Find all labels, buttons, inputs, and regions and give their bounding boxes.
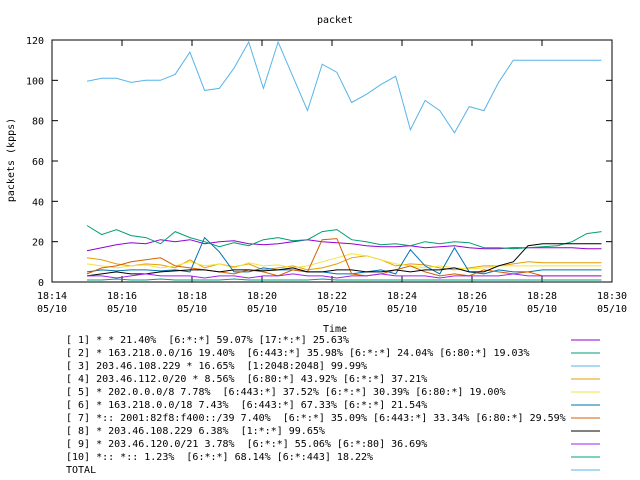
legend-label: [ 5] * 202.0.0.0/8 7.78% [6:443:*] 37.52… bbox=[66, 387, 506, 398]
chart-title: packet bbox=[317, 15, 353, 26]
x-tick-label-date: 05/10 bbox=[107, 304, 137, 315]
x-tick-label-date: 05/10 bbox=[317, 304, 347, 315]
legend-label: [ 3] 203.46.108.229 * 16.65% [1:2048:204… bbox=[66, 361, 367, 372]
legend-label: [ 8] * 203.46.108.229 6.38% [1:*:*] 99.6… bbox=[66, 426, 325, 437]
series-line-9 bbox=[87, 273, 602, 279]
x-tick-label-date: 05/10 bbox=[247, 304, 277, 315]
x-tick-label-date: 05/10 bbox=[387, 304, 417, 315]
legend-label: [ 9] * 203.46.120.0/21 3.78% [6:*:*] 55.… bbox=[66, 439, 427, 450]
axis-ticks: 0 20 40 60 80 100 120 18:14 05/10 18:16 05/10 18:18… bbox=[26, 36, 627, 315]
x-tick-label-date: 05/10 bbox=[597, 304, 627, 315]
legend-label: TOTAL bbox=[66, 465, 96, 476]
y-tick-label: 0 bbox=[38, 278, 44, 289]
series-line-3 bbox=[86, 40, 602, 134]
y-tick-label: 100 bbox=[26, 76, 44, 87]
x-tick-label-time: 18:24 bbox=[387, 291, 417, 302]
legend-label: [10] *:: *:: 1.23% [6:*:*] 68.14% [6:*:4… bbox=[66, 452, 373, 463]
x-tick-label-time: 18:20 bbox=[247, 291, 277, 302]
legend-label: [ 7] *:: 2001:82f8:f400::/39 7.40% [6:*:… bbox=[66, 413, 566, 424]
y-tick-label: 120 bbox=[26, 36, 44, 47]
legend: [ 1] * * 21.40% [6:*:*] 59.07% [17:*:*] … bbox=[66, 335, 600, 476]
series-line-10 bbox=[87, 278, 602, 281]
series-lines bbox=[86, 40, 602, 281]
y-tick-label: 40 bbox=[32, 197, 44, 208]
x-tick-label-date: 05/10 bbox=[457, 304, 487, 315]
x-tick-label-time: 18:22 bbox=[317, 291, 347, 302]
x-tick-label-time: 18:30 bbox=[597, 291, 627, 302]
x-tick-label-date: 05/10 bbox=[527, 304, 557, 315]
x-tick-label-time: 18:16 bbox=[107, 291, 137, 302]
x-tick-label-date: 05/10 bbox=[37, 304, 67, 315]
x-tick-label-time: 18:14 bbox=[37, 291, 67, 302]
series-line-2 bbox=[86, 225, 602, 250]
legend-label: [ 4] 203.46.112.0/20 * 8.56% [6:80:*] 43… bbox=[66, 374, 427, 385]
y-tick-label: 60 bbox=[32, 157, 44, 168]
x-tick-label-time: 18:18 bbox=[177, 291, 207, 302]
legend-label: [ 6] * 163.218.0.0/18 7.43% [6:443:*] 67… bbox=[66, 400, 427, 411]
x-tick-label-date: 05/10 bbox=[177, 304, 207, 315]
y-axis-label: packets (kpps) bbox=[6, 118, 17, 202]
y-tick-label: 80 bbox=[32, 117, 44, 128]
legend-label: [ 1] * * 21.40% [6:*:*] 59.07% [17:*:*] … bbox=[66, 335, 349, 346]
x-tick-label-time: 18:26 bbox=[457, 291, 487, 302]
legend-label: [ 2] * 163.218.0.0/16 19.40% [6:443:*] 3… bbox=[66, 348, 530, 359]
series-line-4 bbox=[86, 255, 602, 271]
series-line-6 bbox=[86, 236, 602, 275]
x-axis-label: Time bbox=[323, 324, 347, 335]
series-line-1 bbox=[86, 239, 602, 252]
series-line-8 bbox=[86, 243, 602, 277]
x-tick-label-time: 18:28 bbox=[527, 291, 557, 302]
series-line-7 bbox=[86, 238, 602, 277]
y-tick-label: 20 bbox=[32, 238, 44, 249]
